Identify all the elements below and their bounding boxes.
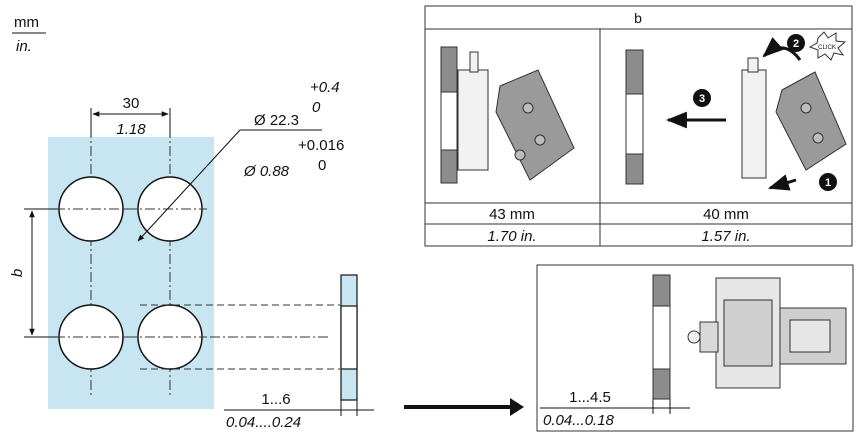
panel-side-view (340, 274, 358, 401)
table-col2-in: 1.57 in. (701, 228, 750, 245)
step-1-badge (819, 173, 837, 191)
device-illustration-43mm (440, 46, 575, 184)
actuator-stem-left (469, 51, 479, 73)
step-3-badge (693, 89, 711, 107)
panel-plate (48, 137, 214, 409)
contact-block-left (495, 69, 575, 181)
table-header-b: b (634, 10, 642, 26)
contact-detail-left-3 (514, 149, 526, 161)
panel-cutout (30, 128, 340, 409)
click-starburst (808, 31, 847, 61)
spacing-table: b 43 mm 1.70 in. 40 mm 1.57 in. 3 (424, 5, 853, 247)
mount-thickness-in: 0.04...0.18 (543, 412, 615, 429)
unit-imperial: in. (16, 38, 32, 55)
assembly-module-inner (789, 319, 831, 353)
hole-spacing-in: 1.18 (116, 121, 146, 138)
contact-detail-right-1 (800, 102, 812, 114)
panel-strip-left-window (440, 91, 458, 151)
assembly-panel-window (652, 305, 671, 370)
actuator-body-right (741, 69, 767, 179)
hole-spacing-mm: 30 (123, 95, 140, 112)
diameter-mm: Ø 22.3 (254, 112, 299, 129)
actuator-body-left (457, 69, 489, 171)
table-col1-in: 1.70 in. (487, 228, 536, 245)
step-1-number: 1 (825, 177, 831, 189)
panel-side-cutout (340, 305, 358, 370)
contact-block-right (775, 71, 847, 171)
contact-detail-left-1 (522, 102, 534, 114)
contact-detail-right-2 (812, 132, 824, 144)
table-col1-mm: 43 mm (489, 206, 535, 223)
table-col2-mm: 40 mm (703, 206, 749, 223)
assembly-lamp (687, 330, 701, 344)
assembly-body-inner (723, 299, 773, 367)
step-2-number: 2 (793, 38, 799, 50)
diameter-in: Ø 0.88 (243, 163, 290, 180)
step-2-badge (787, 34, 805, 52)
rotate-arrow (762, 37, 802, 61)
unit-metric: mm (14, 14, 39, 31)
push-arrow (767, 174, 797, 191)
diameter-tol-in-upper: +0.016 (298, 137, 344, 154)
assembly-collar (699, 321, 719, 353)
panel-thickness-in: 0.04....0.24 (226, 414, 301, 431)
transition-arrow-head (510, 398, 524, 416)
panel-thickness-mm: 1...6 (261, 391, 290, 408)
panel-strip-right-window (625, 93, 644, 155)
mounted-assembly-panel (536, 264, 854, 432)
diameter-tol-mm-lower: 0 (312, 99, 321, 116)
diameter-tol-in-lower: 0 (318, 157, 326, 174)
diameter-leader-line (137, 129, 241, 242)
step-3-number: 3 (699, 93, 705, 105)
contact-detail-left-2 (534, 134, 546, 146)
click-label: CLICK (818, 45, 836, 51)
b-spacing-label: b (9, 269, 26, 277)
diameter-tol-mm-upper: +0.4 (310, 79, 340, 96)
actuator-stem-right (747, 57, 759, 73)
device-illustration-40mm: 3 2 CLICK 1 (625, 31, 847, 191)
mount-thickness-mm: 1...4.5 (569, 389, 611, 406)
